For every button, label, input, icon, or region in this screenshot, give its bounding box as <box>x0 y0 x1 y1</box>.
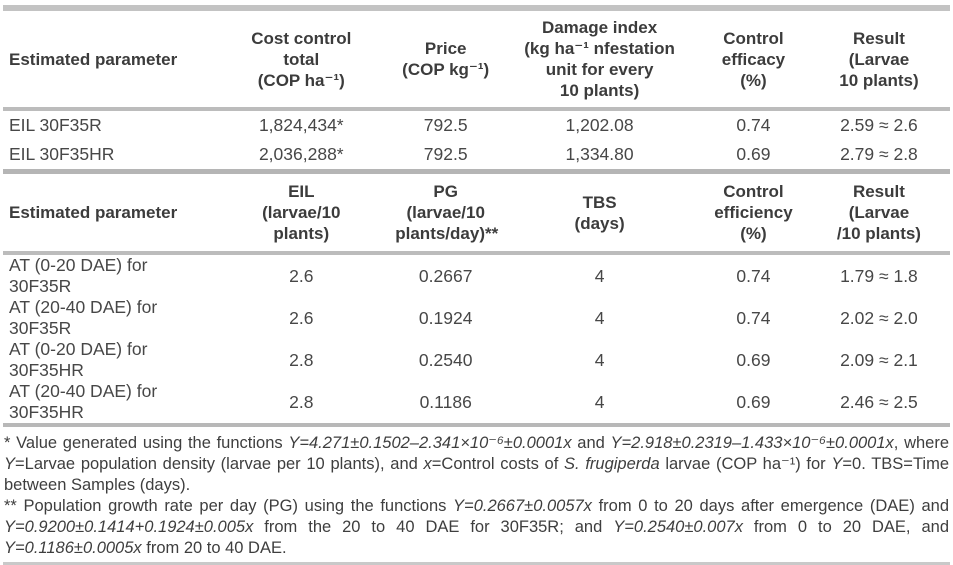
table-cell: 1.79 ≈ 1.8 <box>840 265 918 286</box>
table1-header-row: Estimated parameter Cost control total (… <box>3 11 950 111</box>
column-header-control-efficacy: Control efficacy (%) <box>699 11 808 111</box>
table-cell: 0.2667 <box>418 265 473 286</box>
table-row: AT (0-20 DAE) for 30F35HR 2.8 0.2540 4 0… <box>3 339 950 381</box>
table-cell: 4 <box>594 349 605 370</box>
table-cell: 0.2540 <box>418 349 473 370</box>
table-cell: 1,334.80 <box>500 140 699 174</box>
table-cell: 792.5 <box>391 140 501 174</box>
formula-text: Y=0.2540±0.007x <box>613 518 743 536</box>
table-cell: 4 <box>594 307 605 328</box>
footnote-text: from the 20 to 40 DAE for 30F35R; and <box>253 518 614 536</box>
footnote-text: , where <box>893 434 950 452</box>
table-cell: 2.46 ≈ 2.5 <box>807 381 950 427</box>
column-header-control-efficiency: Control efficiency (%) <box>699 171 808 255</box>
table-cell: 792.5 <box>423 115 468 135</box>
table1-body: EIL 30F35R 1,824,434* 792.5 1,202.08 0.7… <box>3 109 950 174</box>
table-cell: 0.74 <box>736 115 771 135</box>
column-header-estimated-parameter: Estimated parameter <box>3 171 212 255</box>
table-cell: 0.74 <box>736 307 771 328</box>
table-cell: 0.69 <box>699 381 808 427</box>
footnote-text: =Larvae population density (larvae per 1… <box>15 455 424 473</box>
table-row: AT (0-20 DAE) for 30F35R 2.6 0.2667 4 0.… <box>3 253 950 297</box>
table-row: AT (20-40 DAE) for 30F35R 2.6 0.1924 4 0… <box>3 297 950 339</box>
column-header-price: Price (COP kg⁻¹) <box>391 11 501 111</box>
formula-text: Y <box>831 455 843 473</box>
formula-text: x <box>423 455 432 473</box>
column-header-damage-index: Damage index (kg ha⁻¹ nfestation unit fo… <box>500 11 699 111</box>
footnote-asterisk: * Value generated using the functions Y=… <box>4 433 949 496</box>
table-cell: AT (0-20 DAE) for 30F35HR <box>9 339 148 380</box>
column-header-estimated-parameter: Estimated parameter <box>3 11 212 111</box>
table-cell: AT (20-40 DAE) for 30F35HR <box>3 381 212 427</box>
table-footnotes: * Value generated using the functions Y=… <box>4 433 949 559</box>
formula-text: Y <box>4 455 16 473</box>
table-header-row: Estimated parameter Cost control total (… <box>3 11 950 111</box>
table-row: AT (20-40 DAE) for 30F35HR 2.8 0.1186 4 … <box>3 381 950 427</box>
table2-body: AT (0-20 DAE) for 30F35R 2.6 0.2667 4 0.… <box>3 253 950 427</box>
column-header-eil: EIL (larvae/10 plants) <box>211 171 392 255</box>
footnote-text: * Value generated using the functions <box>4 434 289 452</box>
column-header-pg: PG (larvae/10 plants/day)** <box>391 171 501 255</box>
page-root: { "page": { "background": "#ffffff", "te… <box>0 5 953 565</box>
formula-text: Y=0.1186±0.0005x <box>4 539 142 557</box>
table-cell: 2.6 <box>289 307 314 328</box>
footnote-text: larvae (COP ha⁻¹) for <box>659 455 832 473</box>
column-header-result: Result (Larvae /10 plants) <box>807 171 950 255</box>
footnote-double-asterisk: ** Population growth rate per day (PG) u… <box>4 496 949 559</box>
footnote-text: and <box>571 434 611 452</box>
table-cell: 2.79 ≈ 2.8 <box>807 140 950 174</box>
table-row: EIL 30F35HR 2,036,288* 792.5 1,334.80 0.… <box>3 140 950 174</box>
table-cell: 0.69 <box>736 349 771 370</box>
table-cell: 2.6 <box>289 265 314 286</box>
table-cell: 2.59 ≈ 2.6 <box>840 115 918 135</box>
column-header-tbs: TBS (days) <box>500 171 699 255</box>
top-divider <box>3 5 950 11</box>
table-cell: 1,202.08 <box>565 115 634 135</box>
footnote-text: =Control costs of <box>431 455 565 473</box>
table-cell: EIL 30F35R <box>9 115 102 135</box>
table-cell: 4 <box>500 381 699 427</box>
table-cell: 1,824,434* <box>258 115 344 135</box>
formula-text: Y=0.9200±0.1414+0.1924±0.005x <box>4 518 254 536</box>
table-cell: EIL 30F35HR <box>3 140 212 174</box>
footnote-text: from 20 to 40 DAE. <box>141 539 287 557</box>
table-cell: 2.8 <box>289 349 314 370</box>
footnote-text: =0. TBS=Time between Samples (days). <box>4 455 949 494</box>
table-cell: 0.1186 <box>391 381 501 427</box>
column-header-cost-control-total: Cost control total (COP ha⁻¹) <box>211 11 392 111</box>
table-row: EIL 30F35R 1,824,434* 792.5 1,202.08 0.7… <box>3 109 950 140</box>
table-cell: 4 <box>594 265 605 286</box>
table-cell: 2.09 ≈ 2.1 <box>840 349 918 370</box>
table2-header-row: Estimated parameter EIL (larvae/10 plant… <box>3 171 950 255</box>
table-header-row: Estimated parameter EIL (larvae/10 plant… <box>3 171 950 255</box>
table-cell: 2.8 <box>211 381 392 427</box>
table-cell: AT (20-40 DAE) for 30F35R <box>9 297 158 338</box>
formula-text: Y=4.271±0.1502–2.341×10⁻⁶±0.0001x <box>288 434 572 452</box>
table-cell: 0.1924 <box>418 307 473 328</box>
table-cell: 2,036,288* <box>211 140 392 174</box>
table-cell: 0.69 <box>699 140 808 174</box>
footnote-text: from 0 to 20 DAE, and <box>742 518 949 536</box>
eil-parameters-table: Estimated parameter Cost control total (… <box>3 11 950 427</box>
column-header-result: Result (Larvae 10 plants) <box>807 11 950 111</box>
table-cell: AT (0-20 DAE) for 30F35R <box>9 255 148 296</box>
formula-text: Y=2.918±0.2319–1.433×10⁻⁶±0.0001x <box>610 434 894 452</box>
table-cell: 2.02 ≈ 2.0 <box>840 307 918 328</box>
table-cell: 0.74 <box>736 265 771 286</box>
formula-text: S. frugiperda <box>564 455 660 473</box>
